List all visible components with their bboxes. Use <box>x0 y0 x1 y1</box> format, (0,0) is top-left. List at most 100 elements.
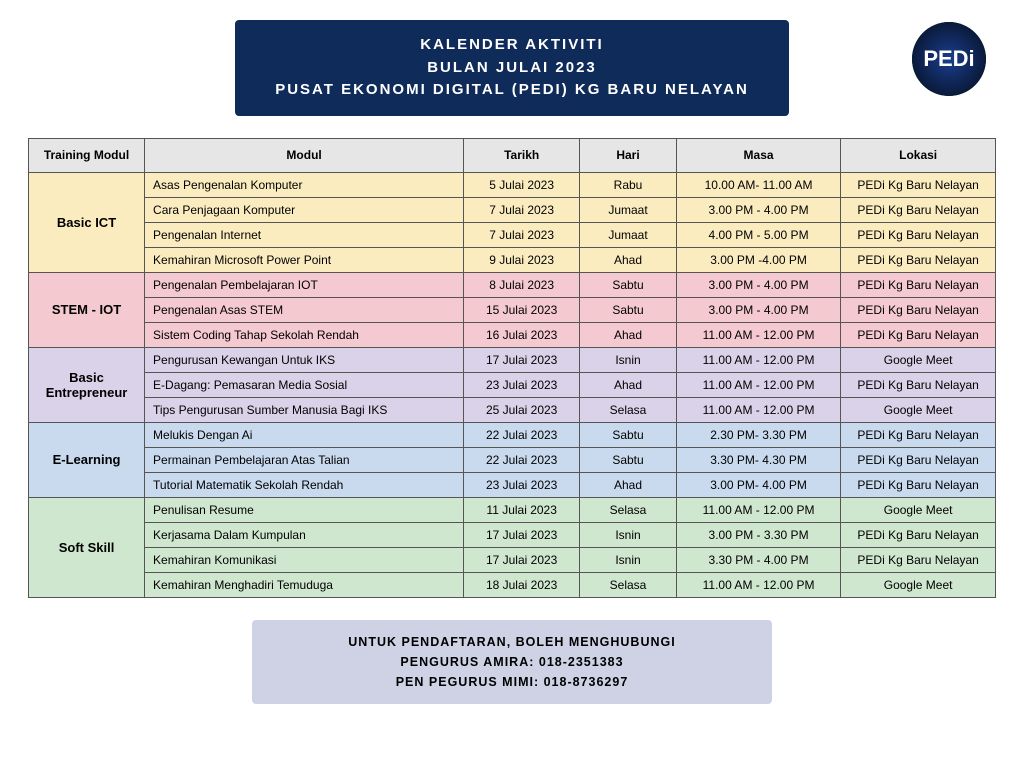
footer-line-2: PENGURUS AMIRA: 018-2351383 <box>272 652 752 672</box>
masa-cell: 11.00 AM - 12.00 PM <box>676 372 840 397</box>
table-row: Pengenalan Internet7 Julai 2023Jumaat4.0… <box>29 222 996 247</box>
table-row: Sistem Coding Tahap Sekolah Rendah16 Jul… <box>29 322 996 347</box>
table-header-row: Training ModulModulTarikhHariMasaLokasi <box>29 138 996 172</box>
table-row: Soft SkillPenulisan Resume11 Julai 2023S… <box>29 497 996 522</box>
category-cell: E-Learning <box>29 422 145 497</box>
modul-cell: Sistem Coding Tahap Sekolah Rendah <box>145 322 464 347</box>
hari-cell: Selasa <box>580 397 677 422</box>
masa-cell: 3.30 PM- 4.30 PM <box>676 447 840 472</box>
tarikh-cell: 25 Julai 2023 <box>464 397 580 422</box>
modul-cell: E-Dagang: Pemasaran Media Sosial <box>145 372 464 397</box>
hari-cell: Selasa <box>580 572 677 597</box>
masa-cell: 3.00 PM - 4.00 PM <box>676 297 840 322</box>
lokasi-cell: PEDi Kg Baru Nelayan <box>841 297 996 322</box>
category-cell: Basic ICT <box>29 172 145 272</box>
column-header: Masa <box>676 138 840 172</box>
lokasi-cell: PEDi Kg Baru Nelayan <box>841 222 996 247</box>
table-row: Tips Pengurusan Sumber Manusia Bagi IKS2… <box>29 397 996 422</box>
title-line-3: PUSAT EKONOMI DIGITAL (PEDI) KG BARU NEL… <box>275 79 749 102</box>
modul-cell: Pengenalan Pembelajaran IOT <box>145 272 464 297</box>
masa-cell: 11.00 AM - 12.00 PM <box>676 497 840 522</box>
masa-cell: 3.30 PM - 4.00 PM <box>676 547 840 572</box>
category-cell: Basic Entrepreneur <box>29 347 145 422</box>
column-header: Hari <box>580 138 677 172</box>
tarikh-cell: 23 Julai 2023 <box>464 472 580 497</box>
tarikh-cell: 7 Julai 2023 <box>464 222 580 247</box>
tarikh-cell: 16 Julai 2023 <box>464 322 580 347</box>
footer-line-3: PEN PEGURUS MIMI: 018-8736297 <box>272 672 752 692</box>
tarikh-cell: 23 Julai 2023 <box>464 372 580 397</box>
hari-cell: Rabu <box>580 172 677 197</box>
lokasi-cell: PEDi Kg Baru Nelayan <box>841 372 996 397</box>
masa-cell: 11.00 AM - 12.00 PM <box>676 397 840 422</box>
logo-text: PEDi <box>923 46 974 72</box>
modul-cell: Penulisan Resume <box>145 497 464 522</box>
table-row: E-Dagang: Pemasaran Media Sosial23 Julai… <box>29 372 996 397</box>
hari-cell: Sabtu <box>580 422 677 447</box>
lokasi-cell: PEDi Kg Baru Nelayan <box>841 247 996 272</box>
lokasi-cell: PEDi Kg Baru Nelayan <box>841 197 996 222</box>
hari-cell: Ahad <box>580 322 677 347</box>
modul-cell: Tips Pengurusan Sumber Manusia Bagi IKS <box>145 397 464 422</box>
hari-cell: Ahad <box>580 472 677 497</box>
masa-cell: 3.00 PM - 4.00 PM <box>676 197 840 222</box>
table-row: STEM - IOTPengenalan Pembelajaran IOT8 J… <box>29 272 996 297</box>
tarikh-cell: 17 Julai 2023 <box>464 347 580 372</box>
title-line-1: KALENDER AKTIVITI <box>275 34 749 57</box>
modul-cell: Pengenalan Internet <box>145 222 464 247</box>
masa-cell: 11.00 AM - 12.00 PM <box>676 347 840 372</box>
column-header: Modul <box>145 138 464 172</box>
lokasi-cell: PEDi Kg Baru Nelayan <box>841 172 996 197</box>
table-row: Pengenalan Asas STEM15 Julai 2023Sabtu3.… <box>29 297 996 322</box>
tarikh-cell: 18 Julai 2023 <box>464 572 580 597</box>
hari-cell: Ahad <box>580 372 677 397</box>
footer-line-1: UNTUK PENDAFTARAN, BOLEH MENGHUBUNGI <box>272 632 752 652</box>
lokasi-cell: PEDi Kg Baru Nelayan <box>841 422 996 447</box>
hari-cell: Isnin <box>580 547 677 572</box>
table-row: Basic EntrepreneurPengurusan Kewangan Un… <box>29 347 996 372</box>
tarikh-cell: 9 Julai 2023 <box>464 247 580 272</box>
table-row: Kemahiran Komunikasi17 Julai 2023Isnin3.… <box>29 547 996 572</box>
tarikh-cell: 17 Julai 2023 <box>464 547 580 572</box>
lokasi-cell: PEDi Kg Baru Nelayan <box>841 447 996 472</box>
table-row: Kemahiran Microsoft Power Point9 Julai 2… <box>29 247 996 272</box>
title-box: KALENDER AKTIVITI BULAN JULAI 2023 PUSAT… <box>235 20 789 116</box>
modul-cell: Melukis Dengan Ai <box>145 422 464 447</box>
modul-cell: Kemahiran Menghadiri Temuduga <box>145 572 464 597</box>
masa-cell: 3.00 PM- 4.00 PM <box>676 472 840 497</box>
masa-cell: 3.00 PM -4.00 PM <box>676 247 840 272</box>
lokasi-cell: Google Meet <box>841 397 996 422</box>
masa-cell: 4.00 PM - 5.00 PM <box>676 222 840 247</box>
table-row: Permainan Pembelajaran Atas Talian22 Jul… <box>29 447 996 472</box>
hari-cell: Sabtu <box>580 447 677 472</box>
masa-cell: 2.30 PM- 3.30 PM <box>676 422 840 447</box>
hari-cell: Sabtu <box>580 272 677 297</box>
hari-cell: Ahad <box>580 247 677 272</box>
column-header: Tarikh <box>464 138 580 172</box>
tarikh-cell: 22 Julai 2023 <box>464 422 580 447</box>
table-row: Cara Penjagaan Komputer7 Julai 2023Jumaa… <box>29 197 996 222</box>
tarikh-cell: 11 Julai 2023 <box>464 497 580 522</box>
column-header: Lokasi <box>841 138 996 172</box>
table-row: E-LearningMelukis Dengan Ai22 Julai 2023… <box>29 422 996 447</box>
masa-cell: 11.00 AM - 12.00 PM <box>676 322 840 347</box>
hari-cell: Selasa <box>580 497 677 522</box>
lokasi-cell: PEDi Kg Baru Nelayan <box>841 272 996 297</box>
masa-cell: 3.00 PM - 4.00 PM <box>676 272 840 297</box>
modul-cell: Permainan Pembelajaran Atas Talian <box>145 447 464 472</box>
category-cell: STEM - IOT <box>29 272 145 347</box>
hari-cell: Sabtu <box>580 297 677 322</box>
table-row: Tutorial Matematik Sekolah Rendah23 Jula… <box>29 472 996 497</box>
tarikh-cell: 15 Julai 2023 <box>464 297 580 322</box>
title-line-2: BULAN JULAI 2023 <box>275 57 749 80</box>
table-row: Basic ICTAsas Pengenalan Komputer5 Julai… <box>29 172 996 197</box>
lokasi-cell: PEDi Kg Baru Nelayan <box>841 522 996 547</box>
lokasi-cell: Google Meet <box>841 497 996 522</box>
modul-cell: Pengurusan Kewangan Untuk IKS <box>145 347 464 372</box>
hari-cell: Isnin <box>580 347 677 372</box>
category-cell: Soft Skill <box>29 497 145 597</box>
modul-cell: Kemahiran Microsoft Power Point <box>145 247 464 272</box>
hari-cell: Jumaat <box>580 222 677 247</box>
modul-cell: Pengenalan Asas STEM <box>145 297 464 322</box>
modul-cell: Kerjasama Dalam Kumpulan <box>145 522 464 547</box>
